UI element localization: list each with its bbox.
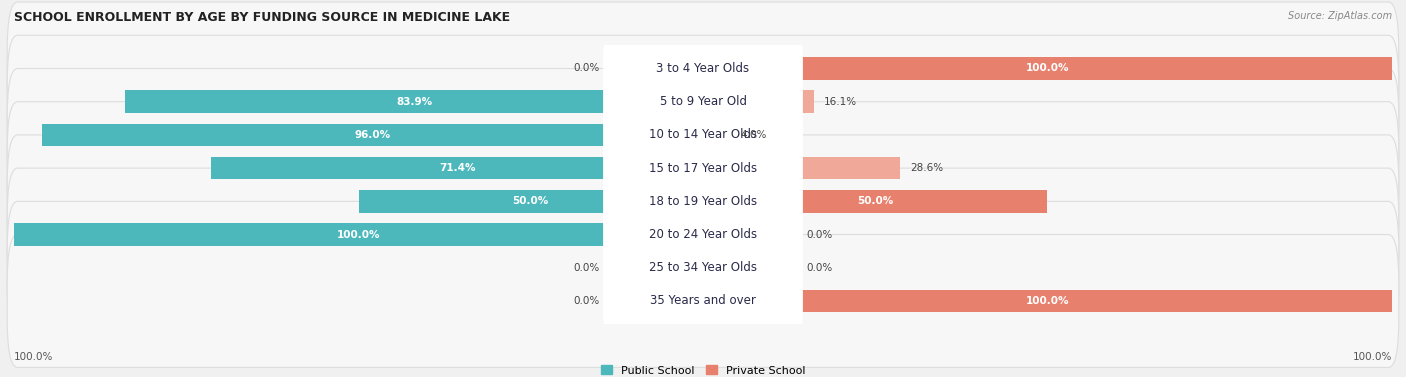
- FancyBboxPatch shape: [7, 69, 1399, 201]
- FancyBboxPatch shape: [7, 201, 1399, 334]
- Text: 100.0%: 100.0%: [1026, 296, 1069, 306]
- Bar: [703, 90, 814, 113]
- Text: 100.0%: 100.0%: [1026, 63, 1069, 74]
- FancyBboxPatch shape: [7, 135, 1399, 268]
- Text: 35 Years and over: 35 Years and over: [650, 294, 756, 308]
- FancyBboxPatch shape: [7, 168, 1399, 301]
- Text: Source: ZipAtlas.com: Source: ZipAtlas.com: [1288, 11, 1392, 21]
- Bar: [42, 124, 703, 146]
- FancyBboxPatch shape: [603, 240, 803, 296]
- Bar: [703, 157, 900, 179]
- FancyBboxPatch shape: [603, 173, 803, 229]
- Text: 3 to 4 Year Olds: 3 to 4 Year Olds: [657, 62, 749, 75]
- Bar: [14, 223, 703, 246]
- Text: 5 to 9 Year Old: 5 to 9 Year Old: [659, 95, 747, 108]
- Text: 4.0%: 4.0%: [741, 130, 768, 140]
- Text: 0.0%: 0.0%: [807, 230, 832, 239]
- FancyBboxPatch shape: [603, 74, 803, 130]
- Bar: [703, 124, 731, 146]
- Text: 28.6%: 28.6%: [910, 163, 943, 173]
- Text: 83.9%: 83.9%: [396, 97, 432, 107]
- Bar: [211, 157, 703, 179]
- Text: 16.1%: 16.1%: [824, 97, 858, 107]
- Text: 15 to 17 Year Olds: 15 to 17 Year Olds: [650, 162, 756, 175]
- Text: 50.0%: 50.0%: [513, 196, 548, 206]
- FancyBboxPatch shape: [7, 35, 1399, 168]
- Text: 10 to 14 Year Olds: 10 to 14 Year Olds: [650, 129, 756, 141]
- FancyBboxPatch shape: [603, 273, 803, 329]
- FancyBboxPatch shape: [603, 41, 803, 97]
- FancyBboxPatch shape: [7, 2, 1399, 135]
- Text: 18 to 19 Year Olds: 18 to 19 Year Olds: [650, 195, 756, 208]
- Text: 100.0%: 100.0%: [1353, 352, 1392, 362]
- Text: 100.0%: 100.0%: [14, 352, 53, 362]
- Text: 0.0%: 0.0%: [574, 263, 599, 273]
- Bar: [359, 190, 703, 213]
- Bar: [703, 190, 1047, 213]
- Text: 0.0%: 0.0%: [807, 263, 832, 273]
- FancyBboxPatch shape: [7, 102, 1399, 234]
- FancyBboxPatch shape: [603, 107, 803, 163]
- Text: SCHOOL ENROLLMENT BY AGE BY FUNDING SOURCE IN MEDICINE LAKE: SCHOOL ENROLLMENT BY AGE BY FUNDING SOUR…: [14, 11, 510, 24]
- FancyBboxPatch shape: [603, 207, 803, 262]
- Bar: [703, 290, 1392, 312]
- Text: 25 to 34 Year Olds: 25 to 34 Year Olds: [650, 261, 756, 274]
- Bar: [703, 57, 1392, 80]
- Text: 96.0%: 96.0%: [354, 130, 391, 140]
- Text: 0.0%: 0.0%: [574, 63, 599, 74]
- Text: 71.4%: 71.4%: [439, 163, 475, 173]
- Text: 0.0%: 0.0%: [574, 296, 599, 306]
- FancyBboxPatch shape: [603, 140, 803, 196]
- Bar: [125, 90, 703, 113]
- Text: 50.0%: 50.0%: [858, 196, 893, 206]
- FancyBboxPatch shape: [7, 234, 1399, 368]
- Text: 100.0%: 100.0%: [337, 230, 380, 239]
- Legend: Public School, Private School: Public School, Private School: [596, 361, 810, 377]
- Text: 20 to 24 Year Olds: 20 to 24 Year Olds: [650, 228, 756, 241]
